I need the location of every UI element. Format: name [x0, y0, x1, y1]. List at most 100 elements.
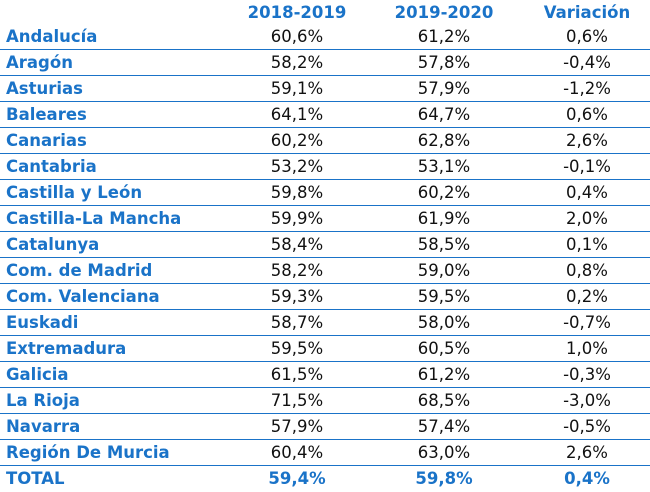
value-variacion: 2,6% [566, 443, 608, 462]
value-2018-2019: 59,3% [270, 287, 324, 306]
value-variacion: -0,1% [563, 157, 611, 176]
value-2019-2020: 59,0% [417, 261, 471, 280]
value-2018-2019: 59,8% [270, 183, 324, 202]
column-header-variacion: Variación [543, 3, 631, 22]
value-2018-2019: 59,9% [270, 209, 324, 228]
table-row: Extremadura 59,5% 60,5% 1,0% [0, 336, 650, 362]
region-name: Asturias [6, 79, 83, 98]
value-2019-2020: 57,9% [417, 79, 471, 98]
table-row: Baleares 64,1% 64,7% 0,6% [0, 102, 650, 128]
row-divider [0, 75, 650, 76]
value-variacion: -0,5% [563, 417, 611, 436]
value-variacion: 0,6% [566, 105, 608, 124]
region-name: Extremadura [6, 339, 127, 358]
row-divider [0, 283, 650, 284]
value-variacion: 0,4% [566, 183, 608, 202]
value-2019-2020: 64,7% [417, 105, 471, 124]
region-name: Galicia [6, 365, 69, 384]
value-variacion: 0,1% [566, 235, 608, 254]
value-variacion: -0,4% [563, 53, 611, 72]
row-divider [0, 179, 650, 180]
table-row: Com. Valenciana 59,3% 59,5% 0,2% [0, 284, 650, 310]
value-variacion: 1,0% [566, 339, 608, 358]
row-divider [0, 127, 650, 128]
value-2018-2019: 60,4% [270, 443, 324, 462]
region-name: Com. Valenciana [6, 287, 160, 306]
region-name: Navarra [6, 417, 81, 436]
row-divider [0, 231, 650, 232]
row-divider [0, 465, 650, 466]
value-variacion: 2,6% [566, 131, 608, 150]
table-row: Canarias 60,2% 62,8% 2,6% [0, 128, 650, 154]
value-variacion: -1,2% [563, 79, 611, 98]
value-2019-2020: 58,0% [417, 313, 471, 332]
value-2019-2020: 62,8% [417, 131, 471, 150]
table-row: Castilla-La Mancha 59,9% 61,9% 2,0% [0, 206, 650, 232]
value-2019-2020: 57,4% [417, 417, 471, 436]
value-2018-2019: 61,5% [270, 365, 324, 384]
region-name: Castilla-La Mancha [6, 209, 182, 228]
value-2019-2020: 57,8% [417, 53, 471, 72]
table-row: Catalunya 58,4% 58,5% 0,1% [0, 232, 650, 258]
value-2019-2020: 58,5% [417, 235, 471, 254]
table-row: Cantabria 53,2% 53,1% -0,1% [0, 154, 650, 180]
region-name: Catalunya [6, 235, 100, 254]
row-divider [0, 309, 650, 310]
value-2018-2019: 58,2% [270, 53, 324, 72]
row-divider [0, 101, 650, 102]
region-name: Baleares [6, 105, 87, 124]
table-row: Castilla y León 59,8% 60,2% 0,4% [0, 180, 650, 206]
table-row: Com. de Madrid 58,2% 59,0% 0,8% [0, 258, 650, 284]
value-2019-2020: 60,5% [417, 339, 471, 358]
table-row: La Rioja 71,5% 68,5% -3,0% [0, 388, 650, 414]
row-divider [0, 439, 650, 440]
value-2018-2019: 60,6% [270, 27, 324, 46]
value-2018-2019: 59,5% [270, 339, 324, 358]
value-2018-2019: 64,1% [270, 105, 324, 124]
value-variacion: 0,4% [564, 469, 610, 488]
row-divider [0, 413, 650, 414]
row-divider [0, 49, 650, 50]
region-name: Cantabria [6, 157, 97, 176]
value-2018-2019: 71,5% [270, 391, 324, 410]
row-divider [0, 361, 650, 362]
row-divider [0, 153, 650, 154]
value-2018-2019: 58,4% [270, 235, 324, 254]
table-row: Euskadi 58,7% 58,0% -0,7% [0, 310, 650, 336]
table-row: Región De Murcia 60,4% 63,0% 2,6% [0, 440, 650, 466]
value-2019-2020: 61,9% [417, 209, 471, 228]
table-row: Navarra 57,9% 57,4% -0,5% [0, 414, 650, 440]
value-variacion: 0,6% [566, 27, 608, 46]
value-2019-2020: 68,5% [417, 391, 471, 410]
table-row: Asturias 59,1% 57,9% -1,2% [0, 76, 650, 102]
row-divider [0, 335, 650, 336]
region-name: TOTAL [6, 469, 65, 488]
value-variacion: -3,0% [563, 391, 611, 410]
value-variacion: -0,3% [563, 365, 611, 384]
value-2018-2019: 59,1% [270, 79, 324, 98]
value-2019-2020: 53,1% [417, 157, 471, 176]
value-2018-2019: 58,7% [270, 313, 324, 332]
row-divider [0, 387, 650, 388]
value-2018-2019: 58,2% [270, 261, 324, 280]
table-row: Andalucía 60,6% 61,2% 0,6% [0, 24, 650, 50]
row-divider [0, 205, 650, 206]
value-2019-2020: 61,2% [417, 27, 471, 46]
region-name: Castilla y León [6, 183, 143, 202]
value-2018-2019: 60,2% [270, 131, 324, 150]
region-name: La Rioja [6, 391, 80, 410]
column-header-2019-2020: 2019-2020 [394, 3, 494, 22]
table-row: Aragón 58,2% 57,8% -0,4% [0, 50, 650, 76]
total-row: TOTAL 59,4% 59,8% 0,4% [0, 466, 650, 492]
region-name: Andalucía [6, 27, 98, 46]
value-variacion: 0,8% [566, 261, 608, 280]
value-variacion: -0,7% [563, 313, 611, 332]
value-2019-2020: 59,5% [417, 287, 471, 306]
column-header-2018-2019: 2018-2019 [247, 3, 347, 22]
region-name: Aragón [6, 53, 73, 72]
value-2019-2020: 59,8% [415, 469, 473, 488]
region-name: Com. de Madrid [6, 261, 153, 280]
value-2018-2019: 53,2% [270, 157, 324, 176]
table-row: Galicia 61,5% 61,2% -0,3% [0, 362, 650, 388]
